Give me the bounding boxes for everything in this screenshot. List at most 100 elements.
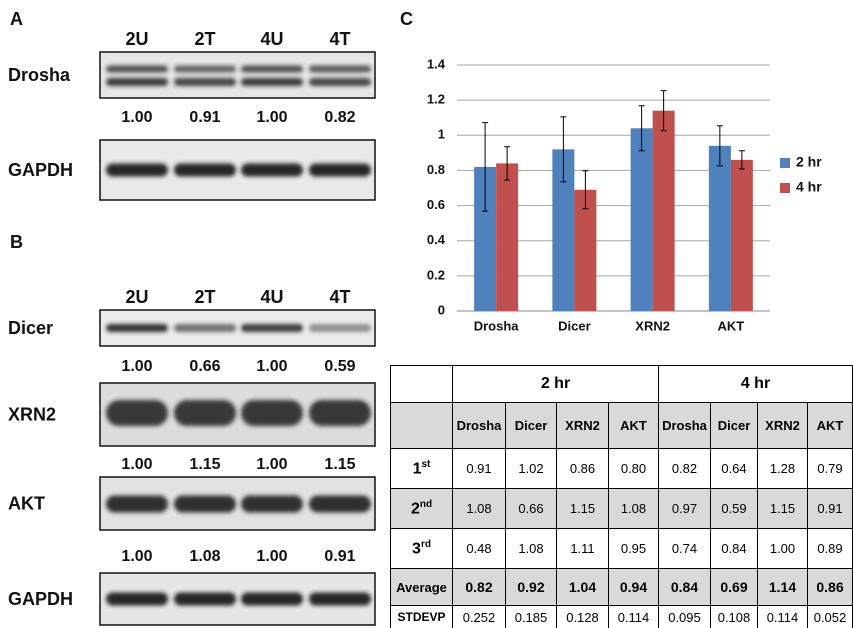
table-cell: 0.69 [710, 568, 758, 606]
y-tick-label: 1 [438, 127, 445, 142]
table-cell: 0.59 [710, 488, 758, 529]
blot-band [174, 400, 236, 426]
bar [630, 128, 653, 311]
legend-label: 4 hr [796, 179, 822, 195]
table-cell: 0.89 [807, 528, 853, 569]
blot-band [309, 592, 371, 606]
lane-label: 2T [194, 287, 215, 307]
lane-label: 4T [329, 287, 350, 307]
panel-label: B [10, 232, 23, 252]
table-cell: 1.15 [757, 488, 808, 529]
blot-band [309, 65, 371, 73]
table-cell: 1.14 [757, 568, 808, 606]
column-header: XRN2 [556, 402, 609, 449]
quantification-label: 1.00 [121, 548, 152, 565]
table-row: 1st 0.91 1.02 0.86 0.80 0.82 0.64 1.28 0.79 [390, 448, 853, 489]
group-header: 2 hr [452, 365, 659, 403]
table-cell: 0.92 [505, 568, 557, 606]
table-cell: 1.08 [452, 488, 506, 529]
table-cell: 1.28 [757, 448, 808, 489]
table-cell: 1.08 [505, 528, 557, 569]
row-label: 2nd [390, 488, 453, 529]
column-header: XRN2 [757, 402, 808, 449]
lane-label: 2U [125, 29, 148, 49]
table-row: 3rd 0.48 1.08 1.11 0.95 0.74 0.84 1.00 0.89 [390, 528, 853, 569]
bar [496, 163, 519, 311]
bar [574, 189, 597, 311]
bar [552, 149, 575, 311]
blot-band [174, 592, 236, 606]
table-row: 2nd 1.08 0.66 1.15 1.08 0.97 0.59 1.15 0.91 [390, 488, 853, 529]
y-tick-label: 0 [438, 302, 445, 317]
quantification-label: 0.66 [189, 358, 220, 375]
blot-band [106, 495, 168, 513]
table-cell: 0.86 [556, 448, 609, 489]
row-label: STDEVP [390, 605, 453, 628]
table-cell: 0.128 [556, 605, 609, 628]
row-label: Average [390, 568, 453, 606]
blot-band [174, 78, 236, 86]
quantification-label: 1.00 [121, 358, 152, 375]
bar [652, 110, 675, 311]
legend-swatch [780, 158, 790, 168]
table-cell: 1.02 [505, 448, 557, 489]
blot-band [309, 163, 371, 177]
table-cell: 0.91 [452, 448, 506, 489]
column-header: Dicer [710, 402, 758, 449]
blot-band [241, 163, 303, 177]
row-label-sup: rd [420, 538, 431, 550]
table-cell: 0.94 [608, 568, 659, 606]
table-cell: 1.15 [556, 488, 609, 529]
blot-band [309, 495, 371, 513]
table-cell: 0.95 [608, 528, 659, 569]
blot-name: GAPDH [8, 589, 73, 609]
blot-band [106, 324, 168, 332]
table-cell: 0.052 [807, 605, 853, 628]
table-cell: 0.114 [757, 605, 808, 628]
legend-swatch [780, 183, 790, 193]
table-cell: 0.114 [608, 605, 659, 628]
bar [730, 159, 753, 311]
column-header: AKT [608, 402, 659, 449]
table-cell: 0.82 [452, 568, 506, 606]
column-header: Drosha [658, 402, 711, 449]
blot-band [174, 65, 236, 73]
quantification-label: 1.00 [256, 358, 287, 375]
quantification-label: 1.15 [189, 456, 220, 473]
table-cell: 0.84 [710, 528, 758, 569]
y-tick-label: 0.2 [427, 267, 445, 282]
table-cell: 0.185 [505, 605, 557, 628]
y-tick-label: 1.4 [427, 56, 446, 71]
x-tick-label: Drosha [474, 318, 520, 333]
table-cell: 0.80 [608, 448, 659, 489]
table-cell: 0.108 [710, 605, 758, 628]
lane-label: 4T [329, 29, 350, 49]
table-container: 2 hr 4 hr Drosha Dicer XRN2 AKT Drosha Dicer XRN… [390, 365, 853, 628]
row-label-base: 1 [412, 460, 422, 478]
table-cell: 0.48 [452, 528, 506, 569]
bar [708, 145, 731, 311]
corner-cell [390, 402, 453, 449]
blot-band [309, 324, 371, 332]
table-cell: 0.74 [658, 528, 711, 569]
quantification-label: 1.00 [121, 456, 152, 473]
panel-label: C [400, 9, 413, 29]
row-label-base: 3 [412, 540, 421, 558]
blot-name: Drosha [8, 65, 71, 85]
table-cell: 1.04 [556, 568, 609, 606]
y-tick-label: 0.4 [427, 232, 446, 247]
row-label-base: 2 [410, 500, 420, 518]
data-table: 2 hr 4 hr Drosha Dicer XRN2 AKT Drosha Dicer XRN… [390, 365, 853, 628]
quantification-label: 1.15 [324, 456, 355, 473]
x-tick-label: Dicer [558, 318, 591, 333]
lane-label: 4U [260, 29, 283, 49]
lane-label: 2T [194, 29, 215, 49]
lane-label: 2U [125, 287, 148, 307]
panel-label: A [10, 9, 23, 29]
group-header: 4 hr [658, 365, 853, 403]
table-cell: 0.84 [658, 568, 711, 606]
blot-band [174, 495, 236, 513]
blot-band [241, 78, 303, 86]
column-header: Drosha [452, 402, 506, 449]
